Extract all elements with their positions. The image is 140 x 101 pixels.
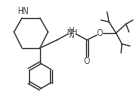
Text: HN: HN (17, 7, 29, 16)
Text: O: O (97, 28, 103, 37)
Text: H
N: H N (68, 27, 74, 39)
Text: O: O (84, 56, 90, 66)
Text: NH: NH (66, 29, 78, 35)
